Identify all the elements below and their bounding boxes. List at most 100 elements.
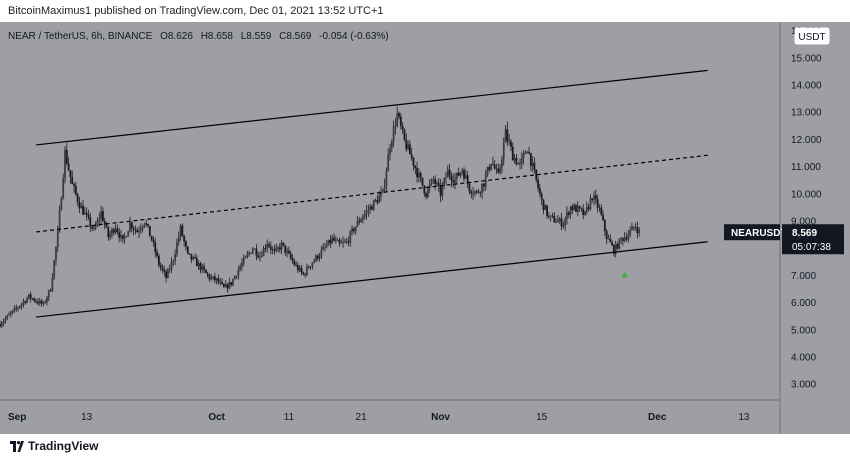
candle-body — [300, 267, 303, 273]
candle-body — [31, 298, 34, 300]
candle-body — [443, 178, 446, 186]
candle-body — [468, 183, 471, 192]
candle-body — [192, 257, 195, 260]
candle-body — [266, 244, 269, 249]
candle-body — [414, 165, 417, 169]
candle-body — [538, 188, 541, 194]
candle-body — [472, 193, 474, 195]
candle-body — [477, 191, 480, 193]
candle-body — [197, 263, 200, 267]
candle-body — [526, 151, 529, 154]
candle-body — [405, 139, 408, 150]
channel-upper[interactable] — [36, 69, 708, 146]
candle-body — [374, 199, 377, 201]
chart-area[interactable]: 3.0004.0005.0006.0007.0008.0009.00010.00… — [0, 22, 850, 434]
candle-body — [172, 260, 175, 262]
candle-body — [195, 258, 198, 267]
candle-body — [638, 229, 641, 234]
candle-body — [343, 241, 346, 243]
y-tick-label: 9.000 — [791, 217, 816, 228]
candle-body — [567, 212, 570, 215]
candle-body — [35, 300, 38, 302]
candle-body — [8, 314, 10, 316]
candle-body — [203, 266, 205, 270]
candlestick-chart[interactable]: 3.0004.0005.0006.0007.0008.0009.00010.00… — [0, 22, 850, 434]
candle-body — [9, 312, 12, 315]
candle-body — [42, 302, 45, 304]
candle-body — [4, 318, 7, 322]
candle-body — [349, 231, 352, 243]
candle-body — [85, 212, 88, 215]
publisher-line: BitcoinMaximus1 published on TradingView… — [8, 5, 384, 17]
channel-lower[interactable] — [36, 241, 708, 318]
candle-body — [58, 210, 61, 232]
candle-body — [387, 154, 390, 172]
candle-body — [369, 206, 372, 210]
candle-body — [484, 175, 487, 187]
last-price-tag: NEARUSDT 8.569 05:07:38 — [724, 224, 844, 255]
candle-body — [497, 168, 500, 173]
candle-body — [156, 252, 158, 256]
candle-body — [318, 256, 321, 259]
candle-body — [87, 214, 90, 218]
candle-body — [320, 249, 323, 257]
candle-body — [380, 192, 382, 197]
candle-body — [316, 255, 319, 259]
candle-body — [631, 226, 633, 231]
candle-body — [212, 276, 214, 278]
y-tick-label: 7.000 — [791, 271, 816, 282]
candle-body — [555, 222, 558, 224]
candle-body — [233, 276, 236, 280]
candle-body — [69, 170, 72, 178]
candle-body — [479, 192, 482, 194]
candle-body — [201, 266, 204, 271]
legend-change: -0.054 (-0.63%) — [319, 31, 388, 42]
candle-body — [94, 225, 97, 229]
candle-body — [524, 152, 527, 154]
candle-body — [338, 240, 341, 244]
candle-body — [452, 180, 455, 183]
candle-body — [334, 239, 337, 241]
candle-body — [632, 226, 635, 228]
candle-body — [495, 168, 498, 170]
candle-body — [522, 152, 525, 158]
channel-middle[interactable] — [36, 154, 708, 233]
y-tick-label: 12.000 — [791, 135, 822, 146]
candle-body — [634, 227, 637, 228]
candle-body — [345, 241, 348, 243]
candle-body — [464, 175, 467, 179]
y-tick-label: 15.000 — [791, 53, 822, 64]
candle-body — [481, 183, 483, 193]
candle-body — [407, 144, 409, 150]
candle-body — [531, 162, 534, 166]
candle-body — [230, 282, 233, 285]
candle-body — [492, 163, 494, 165]
candle-body — [150, 236, 153, 241]
candle-body — [434, 179, 437, 185]
candle-body — [390, 141, 393, 149]
candle-body — [152, 240, 155, 243]
candle-body — [340, 242, 343, 244]
currency-badge[interactable]: USDT — [794, 27, 830, 45]
candle-body — [519, 163, 521, 164]
candle-body — [499, 167, 502, 173]
candle-body — [289, 253, 292, 259]
candle-body — [273, 249, 276, 251]
candle-body — [333, 237, 335, 241]
x-tick-label: 15 — [536, 412, 548, 423]
y-tick-label: 6.000 — [791, 298, 816, 309]
candle-body — [378, 196, 381, 203]
candle-body — [213, 276, 216, 281]
candle-body — [614, 244, 617, 255]
candle-body — [482, 183, 485, 187]
candle-body — [20, 303, 23, 307]
candle-body — [46, 297, 48, 303]
candle-body — [517, 163, 520, 165]
candle-body — [269, 246, 272, 250]
candle-body — [504, 129, 507, 143]
candle-body — [73, 183, 75, 187]
candle-body — [232, 279, 234, 285]
footer: TradingView — [0, 434, 850, 460]
candle-body — [322, 246, 325, 250]
candle-body — [170, 261, 173, 270]
